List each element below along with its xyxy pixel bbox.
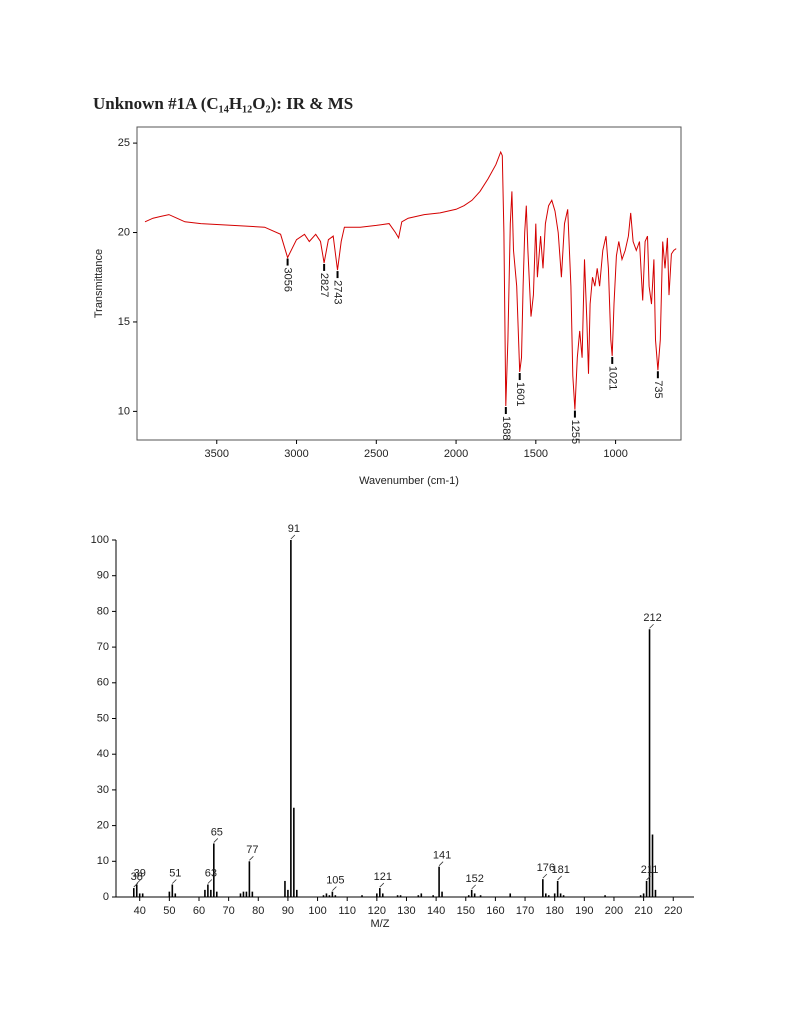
y-tick-label: 20 <box>97 820 109 832</box>
page-title: Unknown #1A (C₁₄H₁₂O₂): IR & MS <box>93 94 353 113</box>
label-leader <box>646 875 651 881</box>
x-tick-label: 60 <box>193 905 205 917</box>
y-tick-label: 40 <box>97 748 109 760</box>
peak-label: 181 <box>551 864 569 876</box>
x-tick-label: 200 <box>605 905 623 917</box>
peak-label: 1021 <box>606 366 618 390</box>
y-tick-label: 60 <box>97 677 109 689</box>
label-leader <box>172 879 177 884</box>
plot-frame <box>136 126 682 441</box>
peak-label: 735 <box>652 380 664 398</box>
y-tick-label: 10 <box>118 405 130 417</box>
y-tick-label: 50 <box>97 712 109 724</box>
y-tick-label: 90 <box>97 570 109 582</box>
x-tick-label: 160 <box>486 905 504 917</box>
y-tick-label: 100 <box>91 534 109 546</box>
x-tick-label: 110 <box>338 905 356 917</box>
x-tick-label: 3000 <box>284 448 308 460</box>
peak-label: 2743 <box>332 280 344 304</box>
peak-label: 77 <box>246 844 258 856</box>
x-tick-label: 220 <box>664 905 682 917</box>
y-tick-label: 25 <box>118 137 130 149</box>
peak-label: 65 <box>211 826 223 838</box>
peak-label: 1688 <box>500 416 512 440</box>
label-leader <box>207 879 213 884</box>
label-leader <box>542 873 548 879</box>
x-tick-label: 40 <box>134 905 146 917</box>
x-tick-label: 140 <box>427 905 445 917</box>
x-axis-label: M/Z <box>371 918 390 930</box>
y-tick-label: 0 <box>103 891 109 903</box>
y-tick-label: 80 <box>97 605 109 617</box>
peak-label: 2827 <box>318 273 330 297</box>
label-leader <box>249 856 254 861</box>
label-leader <box>332 886 337 891</box>
x-tick-label: 170 <box>516 905 534 917</box>
peak-label: 152 <box>466 873 484 885</box>
peak-label: 211 <box>641 864 659 876</box>
x-tick-label: 150 <box>457 905 475 917</box>
label-leader <box>136 879 142 884</box>
y-axis-label: Transmittance <box>93 249 105 318</box>
y-tick-label: 70 <box>97 641 109 653</box>
y-tick-label: 20 <box>118 226 130 238</box>
peak-label: 121 <box>374 871 392 883</box>
y-tick-label: 30 <box>97 784 109 796</box>
x-tick-label: 90 <box>282 905 294 917</box>
y-tick-label: 15 <box>118 316 130 328</box>
x-tick-label: 190 <box>575 905 593 917</box>
x-tick-label: 80 <box>252 905 264 917</box>
peak-label: 3056 <box>282 268 294 292</box>
peak-label: 63 <box>205 867 217 879</box>
x-tick-label: 180 <box>546 905 564 917</box>
x-tick-label: 2500 <box>364 448 388 460</box>
peak-label: 39 <box>134 867 146 879</box>
x-tick-label: 130 <box>397 905 415 917</box>
x-tick-label: 2000 <box>444 448 468 460</box>
x-tick-label: 1500 <box>524 448 548 460</box>
peak-label: 51 <box>169 867 181 879</box>
label-leader <box>290 534 296 540</box>
label-leader <box>213 838 219 843</box>
label-leader <box>133 882 139 888</box>
x-tick-label: 3500 <box>205 448 229 460</box>
x-tick-label: 70 <box>223 905 235 917</box>
label-leader <box>471 884 476 890</box>
x-tick-label: 50 <box>163 905 175 917</box>
peak-label: 1255 <box>569 420 581 444</box>
label-leader <box>438 861 444 866</box>
label-leader <box>379 882 385 888</box>
x-axis-label: Wavenumber (cm-1) <box>359 475 459 487</box>
peak-label: 176 <box>537 862 555 874</box>
peak-label: 1601 <box>514 382 526 406</box>
x-tick-label: 210 <box>634 905 652 917</box>
label-leader <box>557 875 562 881</box>
peak-label: 212 <box>643 612 661 624</box>
x-tick-label: 120 <box>368 905 386 917</box>
peak-label: 105 <box>326 875 344 887</box>
x-tick-label: 100 <box>308 905 326 917</box>
peak-label: 91 <box>288 523 300 535</box>
peak-label: 141 <box>433 850 451 862</box>
label-leader <box>649 623 654 629</box>
y-tick-label: 10 <box>97 855 109 867</box>
spectrum-line <box>144 150 677 410</box>
x-tick-label: 1000 <box>603 448 627 460</box>
